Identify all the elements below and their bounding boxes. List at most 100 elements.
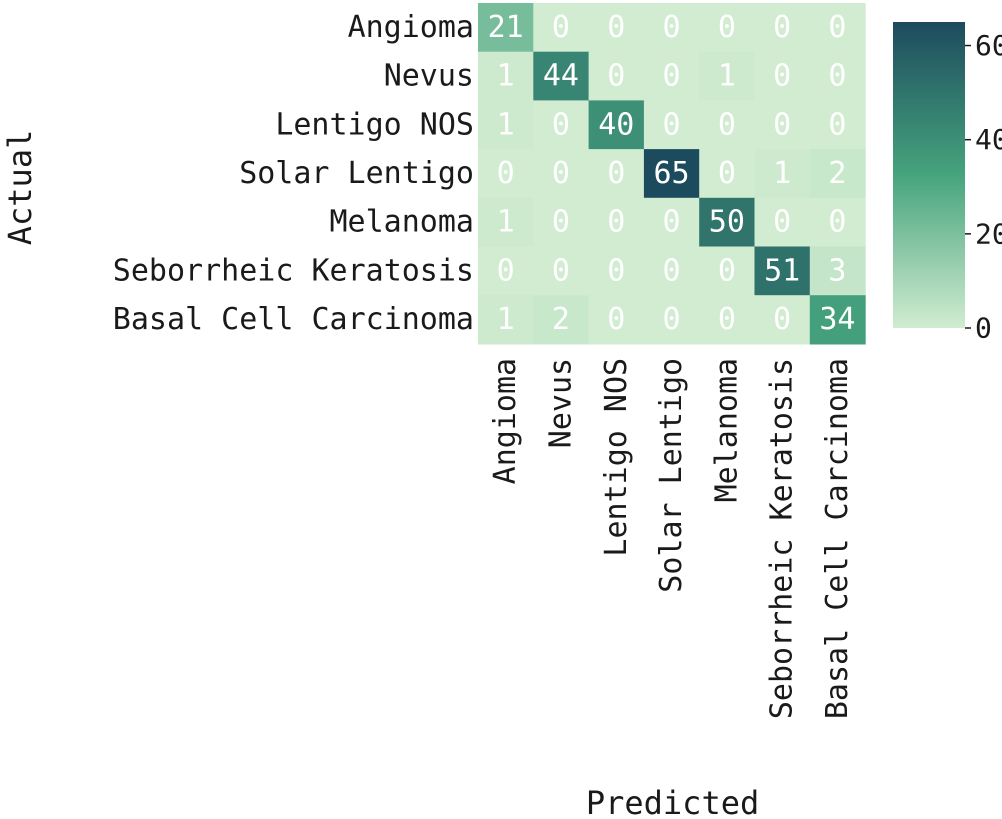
heatmap-cell-value: 1 bbox=[497, 59, 515, 94]
x-tick-label: Seborrheic Keratosis bbox=[765, 358, 800, 719]
heatmap-cell-value: 3 bbox=[828, 253, 846, 288]
heatmap-cell-value: 1 bbox=[497, 302, 515, 337]
heatmap-cell bbox=[588, 3, 645, 53]
heatmap-cell-value: 0 bbox=[828, 107, 846, 142]
heatmap-cell bbox=[478, 197, 534, 248]
heatmap-cell bbox=[809, 295, 866, 345]
heatmap-cell-value: 0 bbox=[552, 10, 570, 45]
heatmap-cell-value: 0 bbox=[718, 10, 736, 45]
heatmap-cell bbox=[699, 295, 756, 345]
heatmap-cell-value: 0 bbox=[552, 156, 570, 191]
heatmap-cell bbox=[588, 100, 645, 150]
heatmap-cell-value: 50 bbox=[709, 205, 745, 240]
heatmap-cell bbox=[643, 51, 700, 101]
heatmap-cell-value: 0 bbox=[718, 253, 736, 288]
heatmap-cell bbox=[643, 295, 700, 345]
heatmap-cell-value: 0 bbox=[718, 156, 736, 191]
heatmap-cell-value: 0 bbox=[773, 10, 791, 45]
x-tick-label: Basal Cell Carcinoma bbox=[820, 358, 855, 719]
heatmap-cell-value: 2 bbox=[552, 302, 570, 337]
heatmap-cell bbox=[643, 197, 700, 248]
heatmap-cell bbox=[754, 100, 811, 150]
y-tick-label: Seborrheic Keratosis bbox=[113, 253, 474, 288]
y-tick-label: Melanoma bbox=[330, 205, 475, 240]
heatmap-cell-value: 51 bbox=[764, 253, 800, 288]
heatmap-cell bbox=[533, 197, 590, 248]
heatmap-cell-value: 0 bbox=[718, 107, 736, 142]
heatmap-cell bbox=[588, 197, 645, 248]
heatmap-cell-value: 0 bbox=[552, 205, 570, 240]
heatmap-cell-value: 0 bbox=[607, 59, 625, 94]
heatmap-cell bbox=[588, 149, 645, 199]
heatmap-cell-value: 0 bbox=[663, 253, 681, 288]
heatmap-cell-value: 2 bbox=[828, 156, 846, 191]
heatmap-cell bbox=[643, 149, 700, 199]
heatmap-cell-value: 0 bbox=[828, 59, 846, 94]
heatmap-cell-value: 0 bbox=[497, 156, 515, 191]
colorbar-gradient bbox=[893, 22, 965, 328]
heatmap-cell-value: 0 bbox=[607, 156, 625, 191]
heatmap-cell bbox=[478, 149, 534, 199]
heatmap-cell bbox=[809, 100, 866, 150]
y-tick-labels: Angioma Nevus Lentigo NOS Solar Lentigo Mela… bbox=[113, 10, 474, 337]
heatmap-cell bbox=[754, 3, 811, 53]
heatmap-cell-value: 0 bbox=[663, 205, 681, 240]
heatmap-cell bbox=[809, 149, 866, 199]
heatmap-cell bbox=[478, 3, 534, 53]
colorbar: 0 20 40 60 bbox=[893, 22, 1002, 345]
heatmap-cell-value: 0 bbox=[663, 59, 681, 94]
heatmap-cell bbox=[533, 149, 590, 199]
y-axis-title: Actual bbox=[1, 130, 39, 246]
heatmap-cell bbox=[478, 295, 534, 345]
colorbar-tick-label: 0 bbox=[975, 312, 992, 345]
heatmap-cell bbox=[478, 100, 534, 150]
heatmap-cell bbox=[699, 149, 756, 199]
x-tick-label: Angioma bbox=[488, 358, 523, 484]
heatmap-cell-value: 65 bbox=[653, 156, 689, 191]
x-tick-label: Solar Lentigo bbox=[654, 358, 689, 593]
heatmap-cell-value: 0 bbox=[663, 302, 681, 337]
heatmap-cell-value: 0 bbox=[663, 107, 681, 142]
heatmap-cell-value: 0 bbox=[497, 253, 515, 288]
heatmap-cell bbox=[809, 3, 866, 53]
heatmap-cell bbox=[809, 246, 866, 296]
heatmap-cell bbox=[533, 246, 590, 296]
heatmap-cell-value: 0 bbox=[552, 253, 570, 288]
heatmap-cell bbox=[643, 100, 700, 150]
heatmap-cell bbox=[754, 149, 811, 199]
heatmap-cell-values: 21 0 0 0 0 0 01 44 0 0 1 0 01 0 40 0 0 0 00 0 0 65 0 1 21 0 0 0 50 0 0… bbox=[488, 10, 856, 337]
heatmap-cell-value: 0 bbox=[773, 302, 791, 337]
heatmap-cell bbox=[588, 246, 645, 296]
heatmap-cell bbox=[754, 197, 811, 248]
x-tick-label: Nevus bbox=[543, 358, 578, 448]
heatmap-cell-value: 21 bbox=[488, 10, 524, 45]
heatmap-cell bbox=[754, 51, 811, 101]
y-tick-label: Angioma bbox=[348, 10, 474, 45]
colorbar-tick-label: 60 bbox=[975, 29, 1002, 62]
heatmap-cell-value: 1 bbox=[497, 107, 515, 142]
heatmap-cell bbox=[643, 3, 700, 53]
heatmap-cell bbox=[533, 51, 590, 101]
heatmap-cell-value: 0 bbox=[718, 302, 736, 337]
heatmap-cell bbox=[809, 51, 866, 101]
heatmap-cell bbox=[699, 100, 756, 150]
heatmap-cells bbox=[478, 3, 866, 345]
heatmap-cell-value: 0 bbox=[773, 59, 791, 94]
heatmap-cell bbox=[699, 197, 756, 248]
x-axis-title: Predicted bbox=[586, 784, 759, 819]
y-tick-label: Basal Cell Carcinoma bbox=[113, 302, 474, 337]
heatmap-cell bbox=[478, 246, 534, 296]
y-tick-label: Solar Lentigo bbox=[239, 156, 474, 191]
heatmap-cell bbox=[809, 197, 866, 248]
heatmap-cell bbox=[588, 295, 645, 345]
heatmap-cell bbox=[533, 3, 590, 53]
heatmap-cell bbox=[699, 246, 756, 296]
heatmap-cell bbox=[478, 51, 534, 101]
heatmap-cell bbox=[533, 295, 590, 345]
colorbar-ticks: 0 20 40 60 bbox=[965, 29, 1002, 345]
heatmap-cell-value: 0 bbox=[552, 107, 570, 142]
heatmap-cell-value: 1 bbox=[718, 59, 736, 94]
heatmap-cell bbox=[754, 295, 811, 345]
x-tick-label: Lentigo NOS bbox=[599, 358, 634, 557]
